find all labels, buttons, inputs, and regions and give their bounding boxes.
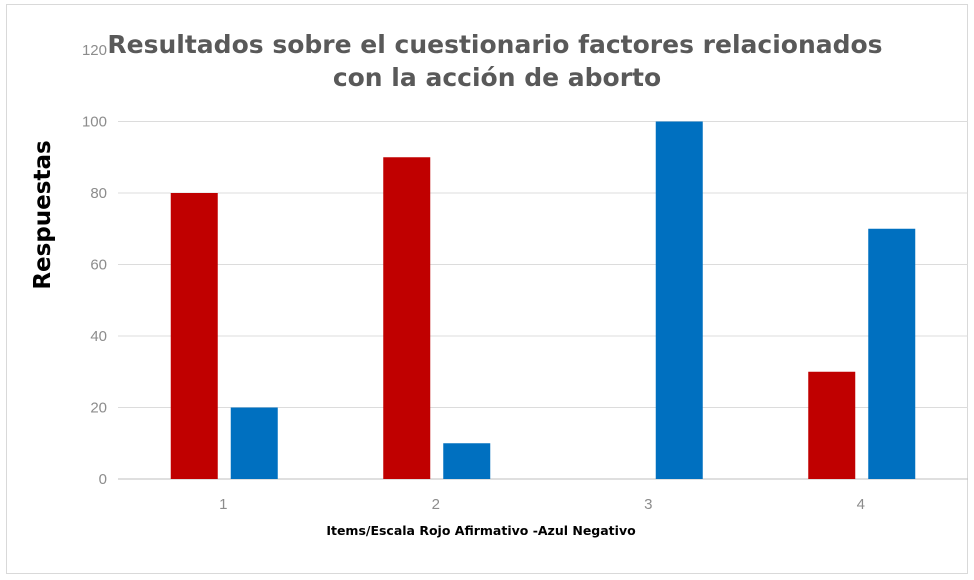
x-tick-label: 3 xyxy=(644,496,652,513)
bar-series1-cat1 xyxy=(171,193,218,479)
bar-series1-cat4 xyxy=(808,372,855,479)
y-tick-label: 80 xyxy=(90,185,107,202)
chart-title-line-2: con la acción de aborto xyxy=(333,63,661,92)
x-tick-label: 2 xyxy=(432,496,440,513)
bar-series2-cat3 xyxy=(656,122,703,480)
y-tick-label: 120 xyxy=(82,42,107,59)
bars xyxy=(171,122,916,480)
x-axis-ticks: 1 2 3 4 xyxy=(219,496,865,513)
y-tick-label: 0 xyxy=(99,471,107,488)
y-tick-label: 40 xyxy=(90,328,107,345)
bar-series2-cat2 xyxy=(443,443,490,479)
y-tick-label: 20 xyxy=(90,400,107,417)
y-tick-label: 100 xyxy=(82,114,107,131)
y-tick-label: 60 xyxy=(90,257,107,274)
x-tick-label: 1 xyxy=(219,496,227,513)
x-tick-label: 4 xyxy=(857,496,865,513)
chart-title-line-1: Resultados sobre el cuestionario factore… xyxy=(107,30,882,59)
y-axis-label: Respuestas xyxy=(30,140,56,289)
bar-series1-cat2 xyxy=(383,157,430,479)
bar-series2-cat4 xyxy=(868,229,915,479)
bar-series2-cat1 xyxy=(231,408,278,480)
y-axis-ticks: 0 20 40 60 80 100 120 xyxy=(82,42,107,488)
x-axis-label: Items/Escala Rojo Afirmativo -Azul Negat… xyxy=(326,523,636,538)
